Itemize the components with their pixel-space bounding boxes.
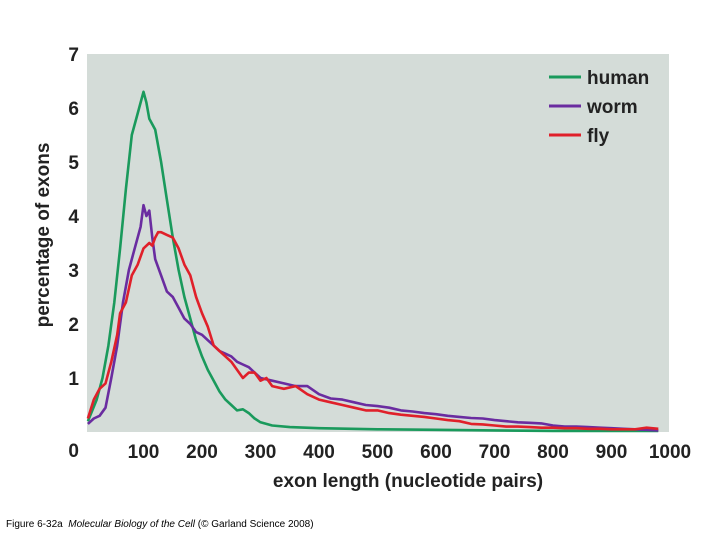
y-axis-title: percentage of exons	[33, 143, 54, 328]
x-axis-title: exon length (nucleotide pairs)	[273, 471, 543, 492]
legend-label-human: human	[587, 68, 649, 89]
x-axis-ticks: 100 200 300 400 500 600 700 800 900 1000	[128, 442, 691, 463]
y-tick-label: 7	[68, 45, 79, 66]
y-axis-ticks: 0 1 2 3 4 5 6 7	[68, 45, 79, 462]
data-series-lines	[86, 90, 659, 433]
figure-caption: Figure 6-32a Molecular Biology of the Ce…	[6, 519, 314, 530]
y-tick-label: 5	[68, 153, 79, 174]
x-tick-label: 100	[128, 442, 160, 463]
plot-background	[87, 54, 669, 432]
y-tick-label: 6	[68, 99, 79, 120]
x-tick-label: 600	[420, 442, 452, 463]
x-tick-label: 500	[362, 442, 394, 463]
legend: human worm fly	[549, 68, 649, 147]
series-line-fly	[86, 230, 659, 431]
x-tick-label: 400	[303, 442, 335, 463]
x-tick-label: 200	[186, 442, 218, 463]
legend-label-fly: fly	[587, 126, 610, 147]
y-tick-label: 0	[68, 441, 79, 462]
x-tick-label: 700	[479, 442, 511, 463]
series-line-worm	[87, 203, 659, 432]
y-tick-label: 3	[68, 261, 79, 282]
x-tick-label: 900	[596, 442, 628, 463]
caption-figure: Figure 6-32a	[6, 519, 63, 530]
caption-book-title: Molecular Biology of the Cell	[68, 519, 195, 530]
y-tick-label: 1	[68, 369, 79, 390]
caption-publisher: (© Garland Science 2008)	[197, 519, 314, 530]
y-tick-label: 4	[68, 207, 79, 228]
x-tick-label: 1000	[649, 442, 691, 463]
x-tick-label: 300	[245, 442, 277, 463]
y-tick-label: 2	[68, 315, 79, 336]
x-tick-label: 800	[537, 442, 569, 463]
series-line-human	[86, 90, 659, 433]
legend-label-worm: worm	[586, 97, 638, 118]
